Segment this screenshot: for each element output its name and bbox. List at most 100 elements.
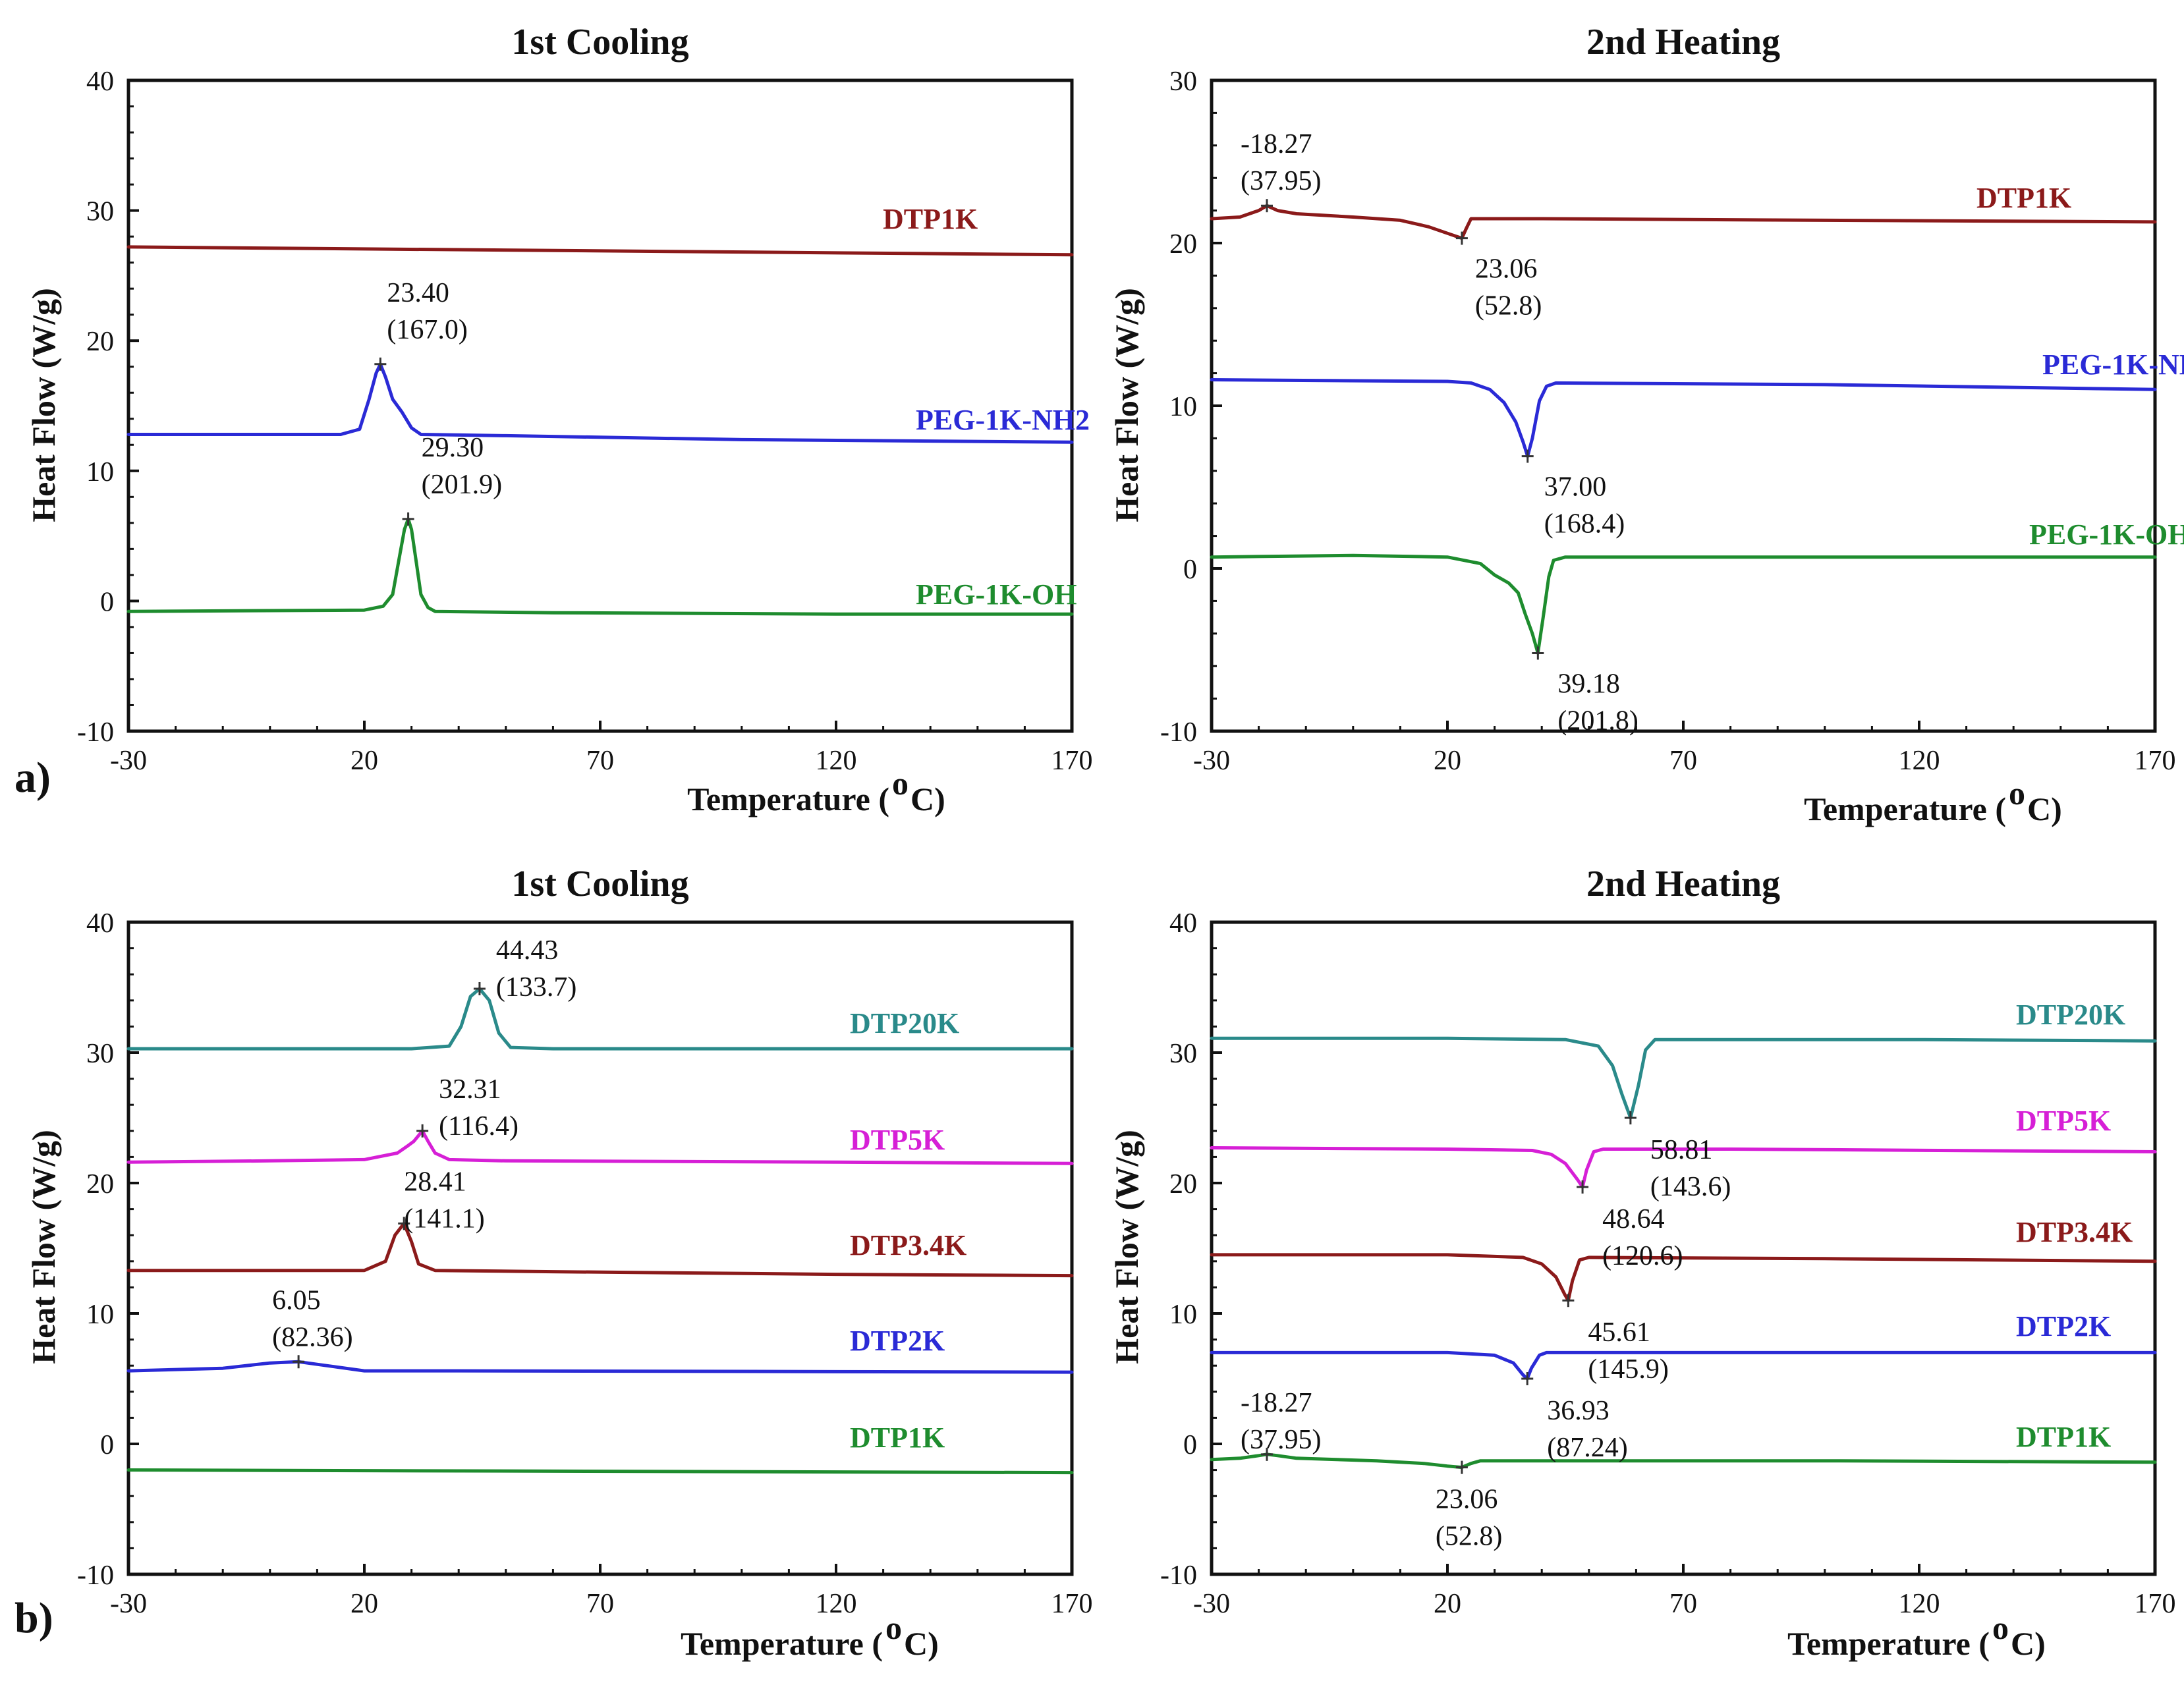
series-line-dtp2k: [126, 1360, 1074, 1374]
y-axis-label: Heat Flow (W/g): [1108, 288, 1145, 522]
y-tick-label: -10: [1160, 717, 1197, 748]
x-axis-unit: C): [904, 1625, 939, 1662]
annotation-peak-temp: 23.06: [1436, 1485, 1498, 1515]
series-label: DTP1K: [883, 203, 978, 235]
panel-label-b: b): [14, 1594, 53, 1642]
series-label: DTP3.4K: [2016, 1216, 2133, 1248]
series-label: PEG-1K-NH2: [916, 404, 1090, 436]
x-tick-label: 20: [1434, 1589, 1461, 1619]
annotation-peak-temp: 45.61: [1588, 1317, 1650, 1348]
annotation-peak-temp: 39.18: [1557, 669, 1620, 699]
x-tick-label: 120: [816, 746, 857, 776]
series-line-peg-1k-nh2: [126, 362, 1074, 444]
annotation-enthalpy: (120.6): [1602, 1241, 1683, 1271]
annotation-peak-temp: 37.00: [1544, 472, 1607, 503]
annotation-enthalpy: (52.8): [1436, 1522, 1502, 1552]
y-tick-label: 10: [1169, 392, 1197, 422]
y-tick-label: 20: [86, 1169, 114, 1200]
y-tick-label: -10: [77, 717, 114, 748]
x-axis-label: Temperature (: [681, 1625, 883, 1662]
annotation-enthalpy: (133.7): [496, 972, 576, 1003]
x-axis-unit-degree: o: [1992, 1609, 2009, 1646]
annotation-peak-temp: 29.30: [422, 433, 484, 463]
x-tick-label: 20: [1434, 746, 1461, 776]
series-label: PEG-1K-OH: [2029, 518, 2184, 551]
y-tick-label: 0: [1183, 555, 1197, 585]
annotation-enthalpy: (141.1): [404, 1203, 484, 1234]
series-label: PEG-1K-NH2: [2042, 348, 2184, 381]
y-tick-label: 20: [86, 327, 114, 357]
y-tick-label: 40: [1169, 908, 1197, 939]
x-axis-label: Temperature (: [1787, 1625, 1990, 1662]
series-label: DTP1K: [2016, 1421, 2111, 1453]
annotation-enthalpy: (168.4): [1544, 509, 1625, 539]
annotation-peak-temp: 36.93: [1547, 1396, 1610, 1426]
annotation-peak-temp: -18.27: [1241, 1388, 1312, 1418]
series-label: DTP20K: [850, 1007, 959, 1039]
annotation-enthalpy: (167.0): [387, 315, 467, 345]
panel-b-bottom-left: 1st Cooling -30 20 70 120 170 -10 0 10 20 30 40 Temp…: [25, 864, 1093, 1662]
annotation-enthalpy: (201.8): [1557, 705, 1638, 736]
panel-label-a: a): [14, 754, 51, 802]
y-tick-label: -10: [1160, 1560, 1197, 1591]
x-axis-label: Temperature (: [1804, 790, 2006, 827]
annotation-enthalpy: (82.36): [272, 1322, 352, 1352]
series-line-dtp20k: [1210, 1036, 2157, 1120]
series-line-dtp3-4k: [1210, 1253, 2157, 1302]
y-tick-label: 20: [1169, 1169, 1197, 1200]
series-line-peg-1k-oh: [1210, 553, 2157, 655]
y-tick-label: 40: [86, 908, 114, 939]
y-tick-label: 40: [86, 67, 114, 97]
y-tick-label: 10: [86, 1300, 114, 1330]
panel-b-bottom-right: 2nd Heating -30 20 70 120 170 -10 0 10 20 30 40 Temp…: [1108, 864, 2176, 1662]
plot-frame: [1210, 920, 2157, 1576]
annotation-peak-temp: 48.64: [1602, 1204, 1665, 1234]
series-label: DTP5K: [850, 1124, 945, 1156]
x-axis-unit-degree: o: [2009, 775, 2025, 812]
series-line-peg-1k-oh: [126, 517, 1074, 616]
y-tick-label: 30: [86, 1039, 114, 1069]
x-tick-label: -30: [1193, 746, 1230, 776]
x-tick-label: 20: [350, 746, 378, 776]
x-tick-label: 120: [1899, 1589, 1940, 1619]
x-axis-unit: C): [2011, 1625, 2046, 1662]
y-tick-label: 30: [1169, 67, 1197, 97]
annotation-enthalpy: (116.4): [439, 1111, 518, 1142]
y-tick-label: 30: [86, 197, 114, 227]
x-tick-label: -30: [110, 746, 147, 776]
series-line-dtp1k: [126, 245, 1074, 257]
annotation-peak-temp: 23.40: [387, 278, 449, 308]
annotation-peak-temp: 44.43: [496, 935, 559, 966]
x-tick-label: 20: [350, 1589, 378, 1619]
plot-frame: [1210, 78, 2157, 733]
annotation-enthalpy: (37.95): [1241, 166, 1321, 196]
x-axis-unit: C): [2027, 790, 2062, 827]
x-tick-label: 70: [586, 1589, 614, 1619]
x-axis-unit: C): [910, 781, 945, 817]
series-label: DTP1K: [1976, 182, 2071, 214]
y-axis-label: Heat Flow (W/g): [25, 1130, 62, 1364]
annotation-enthalpy: (87.24): [1547, 1433, 1627, 1463]
annotation-enthalpy: (145.9): [1588, 1354, 1668, 1385]
y-tick-label: 0: [100, 587, 114, 617]
chart-title: 1st Cooling: [511, 864, 688, 904]
series-label: DTP2K: [850, 1325, 945, 1357]
series-line-dtp1k: [1210, 204, 2157, 240]
panel-a-top-right: 2nd Heating -30 20 70 120 170 -10 0 10 20 30 Temper…: [1108, 22, 2184, 827]
x-tick-label: 170: [2135, 746, 2176, 776]
annotation-peak-temp: 58.81: [1650, 1135, 1713, 1165]
x-tick-label: 70: [1669, 746, 1697, 776]
annotation-peak-temp: 28.41: [404, 1167, 466, 1197]
annotation-peak-temp: 6.05: [272, 1285, 321, 1315]
x-axis-unit-degree: o: [892, 765, 909, 802]
y-tick-label: 10: [86, 457, 114, 487]
annotation-enthalpy: (201.9): [422, 470, 502, 500]
series-label: DTP1K: [850, 1421, 945, 1454]
y-axis-label: Heat Flow (W/g): [1108, 1130, 1145, 1364]
x-tick-label: 120: [1899, 746, 1940, 776]
x-tick-label: -30: [1193, 1589, 1230, 1619]
series-line-peg-1k-nh2: [1210, 378, 2157, 458]
x-axis-label: Temperature (: [687, 781, 889, 817]
panel-a-top-left: 1st Cooling -30 20 70 120 170 -10 0 10 20 30 40 Temp…: [25, 22, 1093, 817]
